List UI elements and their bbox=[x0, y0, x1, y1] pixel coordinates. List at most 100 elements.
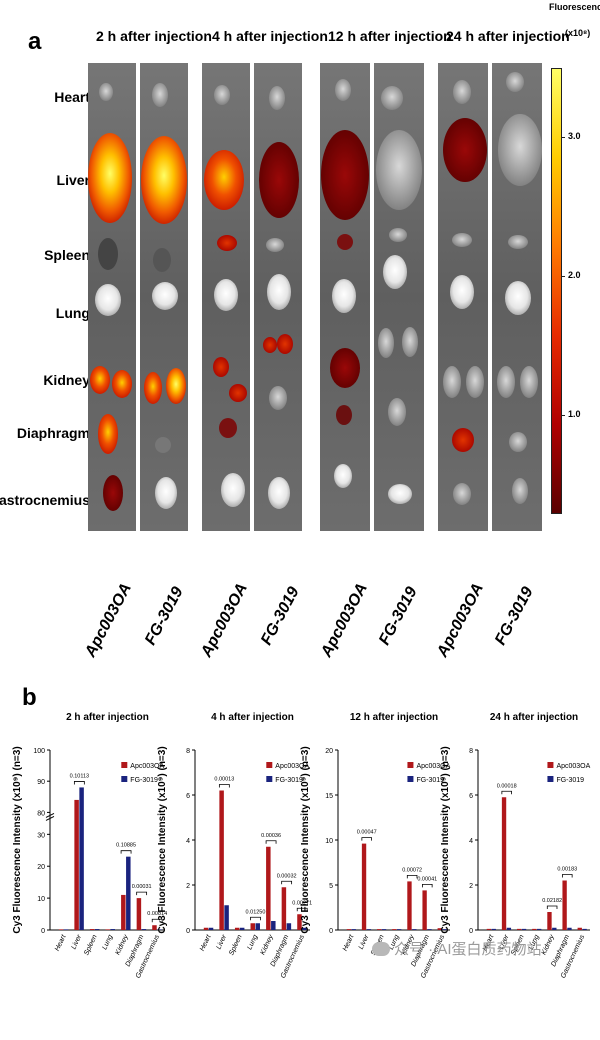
chart-y-axis-label: Cy3 Fluorescence Intensity (x10⁹) (n=3) bbox=[157, 746, 168, 933]
chart-title: 24 h after injection bbox=[490, 712, 578, 723]
bar-charts: 2 h after injection Cy3 Fluorescence Inte… bbox=[12, 712, 591, 980]
chart-bar bbox=[234, 927, 240, 930]
wechat-logo-icon bbox=[372, 942, 390, 956]
chart-bar bbox=[582, 928, 587, 930]
chart-bar bbox=[239, 927, 245, 930]
time-title-4h: 4 h after injection bbox=[212, 28, 328, 44]
group-label-2h-apc003oa: Apc003OA bbox=[82, 580, 136, 660]
organ-label-lung: Lung bbox=[55, 305, 90, 321]
chart-bar bbox=[286, 923, 292, 930]
chart-p-value: 0.00036 bbox=[261, 833, 281, 839]
chart-bar bbox=[412, 929, 417, 930]
chart-y-axis-label: Cy3 Fluorescence Intensity (x10⁹) (n=3) bbox=[300, 746, 311, 933]
chart-y-tick-label: 0 bbox=[41, 928, 45, 935]
chart-significance-bracket bbox=[250, 916, 261, 921]
chart-x-tick-label: Liver bbox=[70, 933, 83, 950]
chart-title: 12 h after injection bbox=[350, 712, 438, 723]
chart-y-tick-label: 20 bbox=[37, 864, 45, 871]
chart-p-value: 0.10885 bbox=[116, 843, 136, 849]
chart-y-tick-label: 2 bbox=[186, 883, 190, 890]
chart-bar bbox=[224, 905, 229, 930]
chart-p-value: 0.00018 bbox=[497, 783, 517, 789]
chart-bar bbox=[297, 914, 302, 930]
chart-p-value: 0.01250 bbox=[246, 909, 266, 915]
colorbar-tick-mark bbox=[561, 276, 565, 278]
colorbar-tick-mark bbox=[561, 137, 565, 139]
panel-a-letter: a bbox=[28, 28, 42, 55]
group-label-2h-fg3019: FG-3019 bbox=[142, 584, 187, 648]
panel-b-letter: b bbox=[22, 684, 37, 711]
chart-significance-bracket bbox=[281, 880, 293, 885]
chart-bar bbox=[110, 929, 115, 930]
chart-bar bbox=[506, 927, 512, 930]
chart-x-tick-label: Spleen bbox=[228, 934, 244, 957]
chart-bar bbox=[392, 929, 397, 930]
chart-legend-swatch bbox=[547, 762, 554, 768]
chart-significance-bracket bbox=[120, 850, 132, 854]
chart-bar bbox=[126, 856, 131, 930]
organ-label-kidney: Kidney bbox=[43, 372, 90, 388]
chart-significance-bracket bbox=[136, 891, 148, 896]
chart-bar bbox=[532, 928, 537, 930]
chart-y-tick-label: 15 bbox=[325, 793, 333, 800]
chart-x-tick-label: Kidney bbox=[259, 933, 275, 956]
chart-bar bbox=[422, 890, 427, 930]
colorbar-tick-label: 1.0 bbox=[568, 408, 581, 419]
chart-bar bbox=[361, 843, 367, 930]
chart-bar bbox=[437, 928, 442, 930]
chart-bar bbox=[442, 929, 447, 930]
chart-significance-bracket bbox=[73, 781, 85, 785]
chart-title: 4 h after injection bbox=[211, 712, 294, 723]
chart-bar bbox=[141, 929, 147, 930]
chart-legend-swatch bbox=[266, 776, 273, 782]
chart-bar bbox=[105, 929, 110, 930]
chart-p-value: 0.00031 bbox=[132, 884, 152, 890]
chart-axis-break bbox=[45, 812, 55, 818]
chart-axis-break bbox=[45, 815, 55, 821]
chart-bar bbox=[94, 929, 100, 930]
chart-x-tick-label: Kidney bbox=[114, 933, 130, 956]
chart-bar bbox=[537, 928, 542, 930]
chart-significance-bracket bbox=[296, 907, 308, 912]
chart-x-tick-label: Kidney bbox=[541, 933, 557, 956]
chart-x-tick-label: Liver bbox=[215, 933, 228, 950]
chart-p-value: 0.00814 bbox=[147, 911, 167, 917]
chart-bar bbox=[381, 929, 387, 930]
chart-bar bbox=[219, 790, 224, 930]
chart-bar bbox=[203, 927, 209, 930]
chart-legend-label: FG-3019 bbox=[275, 777, 303, 784]
chart-p-value: 0.00183 bbox=[557, 867, 577, 873]
colorbar-tick-label: 3.0 bbox=[568, 131, 581, 142]
chart-y-tick-label: 4 bbox=[469, 838, 473, 845]
group-label-12h-fg3019: FG-3019 bbox=[376, 584, 421, 648]
chart-bar bbox=[491, 928, 496, 930]
time-title-2h: 2 h after injection bbox=[96, 28, 212, 44]
chart-title: 2 h after injection bbox=[66, 712, 149, 723]
chart-significance-bracket bbox=[218, 784, 230, 788]
chart-y-tick-label: 10 bbox=[37, 896, 45, 903]
chart-bar bbox=[271, 921, 276, 930]
chart-y-axis-label: Cy3 Fluorescence Intensity (x10⁹) (n=3) bbox=[440, 746, 451, 933]
chart-p-value: 0.00271 bbox=[292, 900, 312, 906]
chart-legend-label: Apc003OA bbox=[556, 763, 590, 770]
chart-bar bbox=[377, 929, 382, 930]
chart-p-value: 0.00013 bbox=[214, 777, 234, 783]
chart-y-tick-label: 5 bbox=[329, 883, 333, 890]
group-label-24h-apc003oa: Apc003OA bbox=[434, 580, 488, 660]
chart-bar bbox=[152, 925, 157, 930]
chart-p-value: 0.00072 bbox=[402, 867, 422, 873]
chart-y-tick-label: 10 bbox=[325, 838, 333, 845]
group-label-4h-fg3019: FG-3019 bbox=[258, 584, 303, 648]
chart-y-tick-label: 8 bbox=[186, 748, 190, 755]
chart-bar bbox=[89, 929, 95, 930]
colorbar-tick-label: 2.0 bbox=[568, 270, 581, 281]
organ-label-liver: Liver bbox=[56, 172, 90, 188]
organ-imaging-panel bbox=[88, 63, 542, 531]
chart-bar bbox=[427, 929, 432, 930]
watermark-text: 众号 · AI蛋白质药物站 bbox=[394, 941, 542, 958]
watermark: 众号 · AI蛋白质药物站 bbox=[372, 938, 542, 959]
chart-legend-swatch bbox=[547, 776, 554, 782]
chart-p-value: 0.10113 bbox=[70, 773, 89, 779]
chart-bar bbox=[58, 929, 64, 930]
chart-bar bbox=[121, 894, 126, 930]
